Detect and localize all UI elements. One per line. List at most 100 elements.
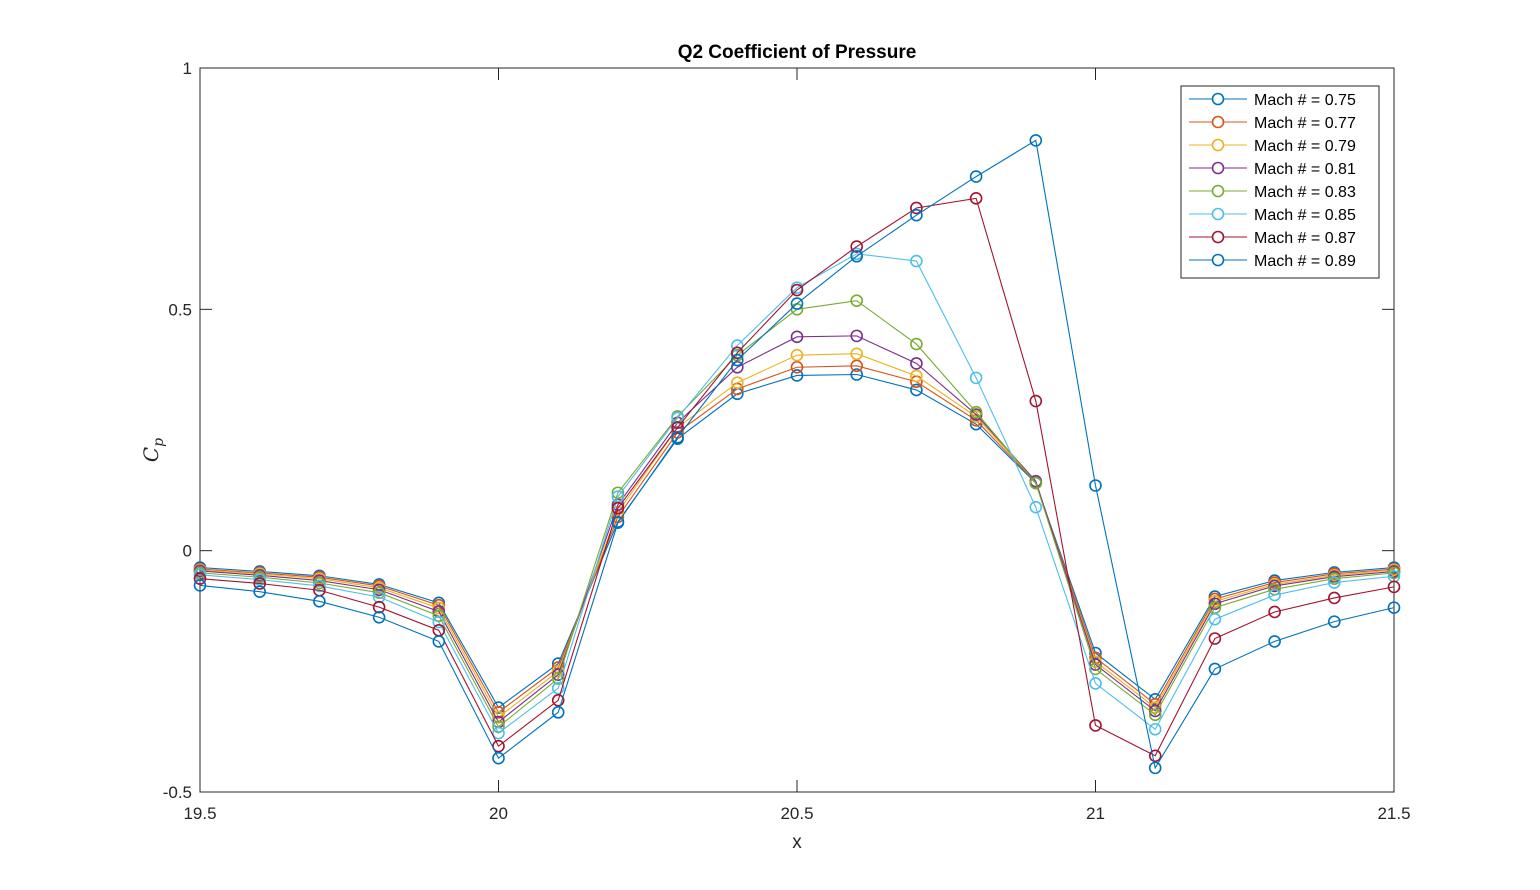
y-tick-label: 0	[183, 542, 192, 561]
data-point	[1029, 476, 1043, 490]
data-point	[1148, 761, 1162, 775]
y-tick-label: -0.5	[163, 783, 192, 802]
data-point	[193, 579, 207, 592]
legend-item: Mach # = 0.83	[1189, 184, 1356, 201]
data-point	[372, 600, 386, 614]
data-point	[910, 208, 923, 222]
data-point	[910, 357, 923, 370]
legend-item: Mach # = 0.75	[1189, 92, 1356, 109]
series-line	[199, 197, 1395, 757]
data-point	[671, 421, 684, 434]
data-point	[790, 348, 804, 362]
data-point	[432, 609, 446, 623]
legend-marker-swatch	[1211, 115, 1225, 129]
legend-marker-swatch	[1211, 253, 1225, 267]
data-point	[790, 369, 804, 382]
data-point	[671, 411, 684, 425]
series-line	[199, 139, 1395, 770]
data-point	[551, 672, 565, 685]
data-point	[850, 347, 864, 361]
data-point	[253, 585, 267, 598]
data-point	[1089, 677, 1102, 690]
data-point	[1268, 588, 1281, 602]
series-line	[199, 373, 1395, 709]
legend-label: Mach # = 0.75	[1254, 92, 1356, 109]
series-line	[199, 353, 1395, 719]
data-point	[1387, 601, 1401, 614]
data-point	[551, 681, 565, 695]
data-point	[432, 601, 446, 615]
legend-item: Mach # = 0.81	[1189, 161, 1356, 178]
data-point	[551, 706, 565, 719]
y-tick-label: 0.5	[168, 300, 192, 319]
data-point	[910, 337, 923, 351]
x-tick-label: 21.5	[1377, 804, 1410, 823]
data-point	[1268, 635, 1281, 648]
legend-marker-swatch	[1211, 184, 1225, 198]
legend-label: Mach # = 0.89	[1254, 253, 1356, 270]
data-point	[969, 417, 983, 431]
chart-title: Q2 Coefficient of Pressure	[678, 42, 917, 63]
axis-ticks: 19.5 20 20.5 21 21.5 -0.5 0 0.5 1	[163, 59, 1411, 823]
data-point	[1029, 134, 1043, 147]
series-8	[193, 134, 1401, 775]
data-point	[1148, 749, 1162, 763]
y-axis-label-sub: p	[151, 438, 167, 447]
legend-label: Mach # = 0.83	[1254, 184, 1356, 201]
x-tick-label: 20	[489, 804, 508, 823]
data-point	[492, 751, 505, 765]
series-7	[193, 192, 1401, 763]
data-point	[372, 610, 386, 624]
data-point	[969, 170, 983, 183]
data-point	[1029, 500, 1043, 514]
data-point	[313, 595, 326, 608]
data-point	[790, 283, 804, 297]
data-point	[730, 382, 744, 396]
data-point	[730, 376, 744, 389]
data-point	[193, 572, 207, 585]
data-point	[1387, 566, 1401, 580]
data-point	[730, 353, 744, 367]
data-point	[1387, 580, 1401, 594]
x-tick-label: 21	[1086, 804, 1105, 823]
data-point	[611, 498, 625, 512]
legend-marker-swatch	[1211, 207, 1225, 221]
legend-item: Mach # = 0.87	[1189, 230, 1356, 247]
data-point	[790, 360, 804, 374]
data-point	[432, 635, 446, 648]
data-point	[1029, 394, 1043, 408]
data-point	[730, 346, 744, 360]
legend-item: Mach # = 0.79	[1189, 138, 1356, 155]
data-point	[313, 579, 326, 593]
data-point	[432, 615, 446, 629]
data-point	[1208, 662, 1222, 676]
series-line	[199, 365, 1395, 714]
legend-marker-swatch	[1211, 230, 1225, 244]
data-point	[850, 368, 864, 381]
data-point	[372, 586, 386, 599]
data-point	[671, 430, 684, 444]
series-line	[199, 335, 1395, 723]
y-axis-label: Cp	[139, 438, 167, 462]
data-point	[910, 383, 923, 397]
data-point	[1089, 719, 1102, 732]
legend-label: Mach # = 0.87	[1254, 230, 1356, 247]
data-point	[910, 369, 923, 383]
legend-label: Mach # = 0.85	[1254, 207, 1356, 224]
x-tick-label: 19.5	[183, 804, 216, 823]
data-point	[1328, 591, 1341, 605]
legend-item: Mach # = 0.85	[1189, 207, 1356, 224]
data-point	[1268, 605, 1281, 619]
legend: Mach # = 0.75 Mach # = 0.77 Mach # = 0.79 M…	[1180, 85, 1380, 279]
data-point	[850, 240, 864, 253]
data-point	[372, 590, 386, 604]
legend-marker-swatch	[1211, 138, 1225, 152]
y-axis-label-text: Cp	[139, 438, 167, 462]
data-point	[850, 294, 864, 307]
data-point	[1328, 615, 1341, 628]
data-point	[1328, 576, 1341, 589]
data-point	[969, 371, 983, 385]
series-layer	[193, 134, 1401, 775]
legend-marker-swatch	[1211, 92, 1225, 106]
data-point	[1208, 597, 1222, 611]
